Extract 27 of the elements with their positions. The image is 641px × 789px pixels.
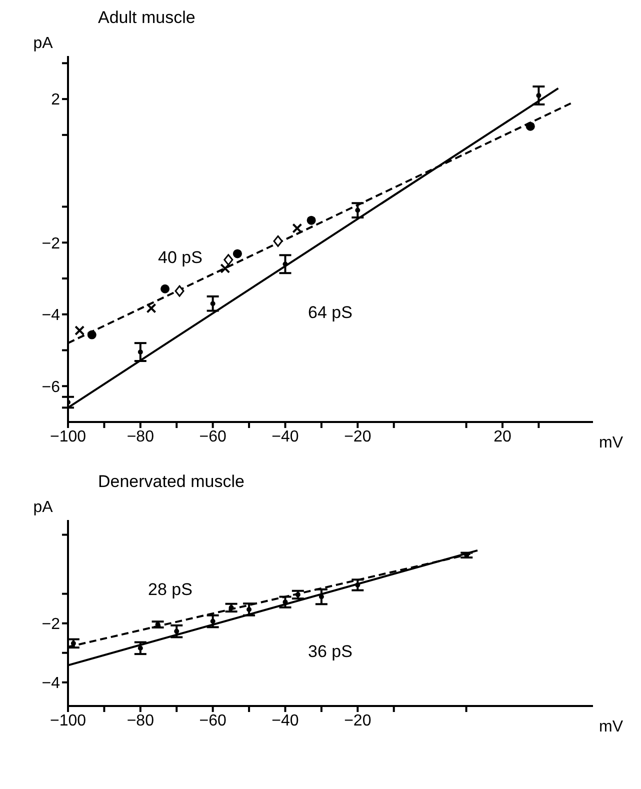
x-tick-label: 20 (494, 428, 512, 446)
y-tick-label: −6 (42, 378, 60, 396)
y-tick-label: −2 (42, 616, 60, 634)
x-tick-label: −100 (50, 428, 86, 446)
x-tick-label: −60 (199, 712, 226, 730)
x-tick-label: −40 (272, 712, 299, 730)
x-tick-label: −80 (126, 428, 154, 446)
x-tick-label: −20 (344, 428, 372, 446)
y-axis-title: pA (33, 499, 54, 516)
y-tick-label: −4 (42, 307, 60, 324)
y-tick-label: −4 (42, 675, 60, 692)
x-tick-label: −20 (344, 712, 372, 730)
chart-title: Denervated muscle (97, 472, 246, 493)
annotation: 28 pS (148, 580, 192, 600)
y-tick-label: 2 (51, 92, 60, 109)
annotation: 64 pS (308, 303, 352, 323)
x-tick-label: −60 (199, 428, 226, 446)
annotation: 36 pS (308, 642, 352, 662)
x-tick-label: −100 (50, 712, 86, 730)
x-tick-label: −40 (272, 428, 299, 446)
annotation: 40 pS (158, 248, 202, 268)
y-axis-title: pA (33, 35, 54, 52)
x-tick-label: −80 (126, 712, 154, 730)
x-axis-title: mV (599, 718, 624, 736)
y-tick-label: −2 (42, 235, 60, 252)
x-axis-title: mV (599, 434, 624, 452)
chart-title: Adult muscle (97, 8, 196, 29)
